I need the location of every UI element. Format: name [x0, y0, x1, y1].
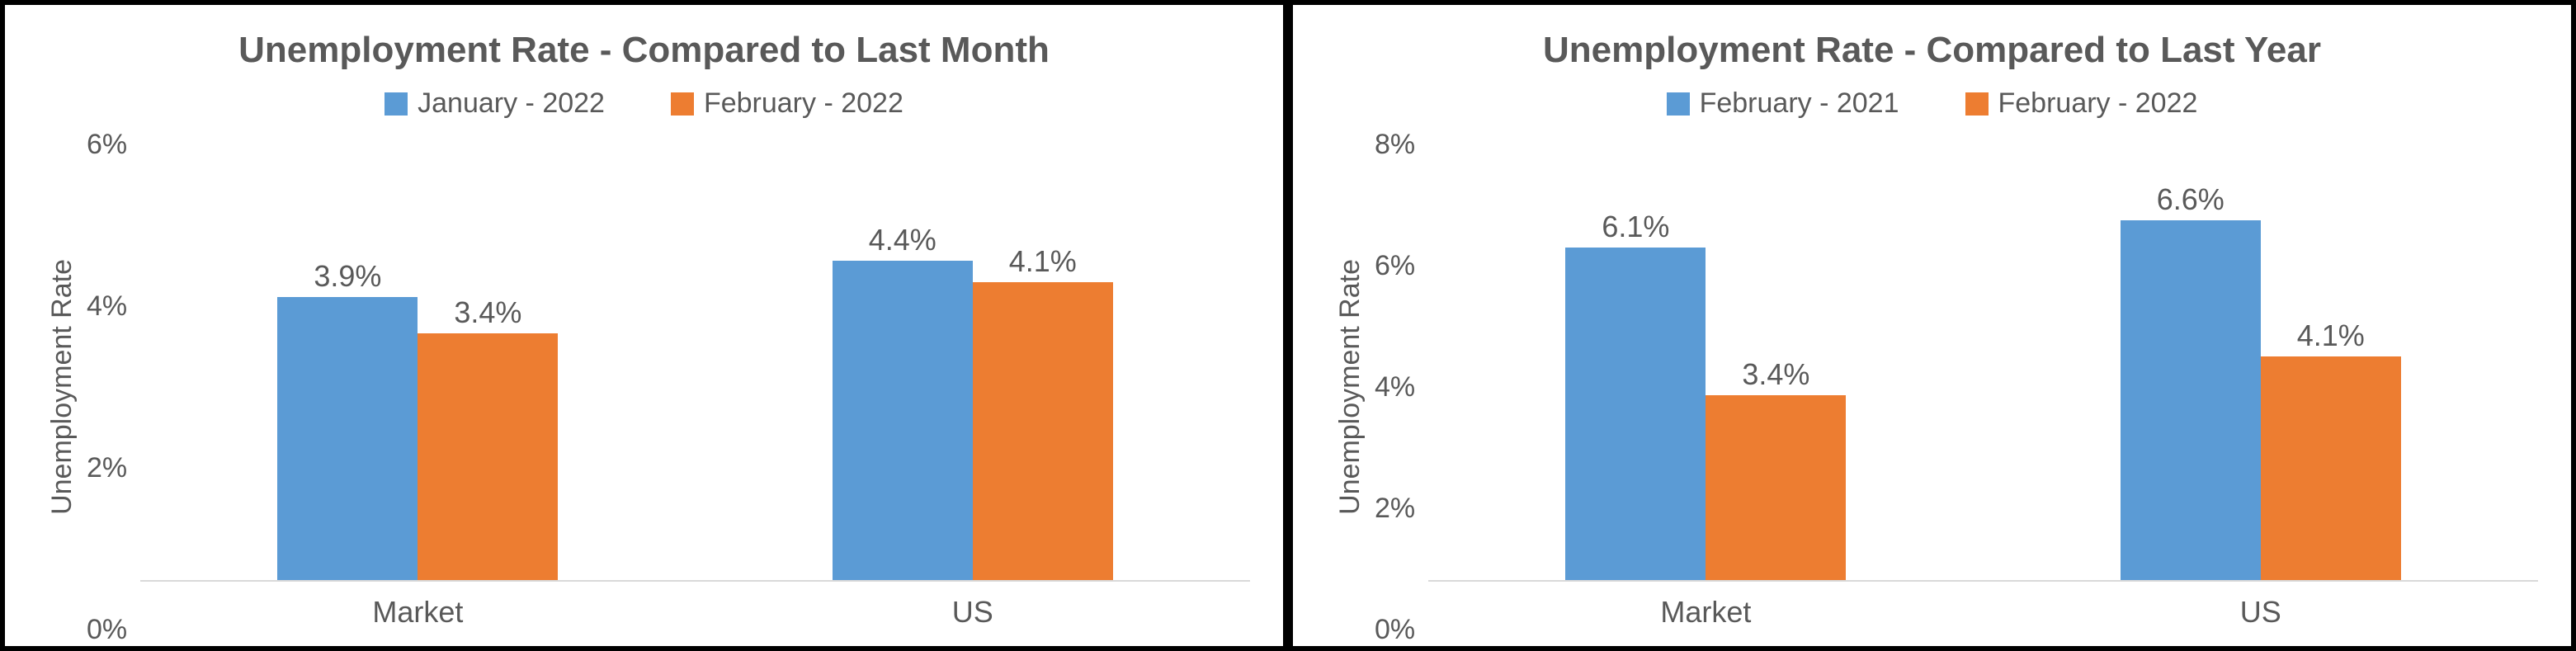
- legend-swatch: [385, 92, 408, 116]
- x-axis: Market US: [1428, 582, 2538, 630]
- bar: 3.4%: [418, 333, 558, 580]
- legend-label: February - 2021: [1700, 87, 1899, 120]
- bar: 6.6%: [2121, 220, 2261, 580]
- bar-value-label: 3.4%: [454, 295, 521, 330]
- legend-item: January - 2022: [385, 87, 605, 120]
- bar: 4.1%: [2261, 356, 2401, 580]
- y-axis: 6% 4% 2% 0%: [87, 144, 140, 630]
- plot-area: 6.1% 3.4% 6.6% 4.1%: [1428, 144, 2538, 582]
- y-axis-title: Unemployment Rate: [38, 259, 87, 515]
- legend-swatch: [1667, 92, 1690, 116]
- bar-value-label: 4.1%: [1009, 244, 1077, 279]
- bar-value-label: 3.9%: [314, 259, 381, 294]
- chart-legend: January - 2022 February - 2022: [38, 87, 1250, 120]
- category-group-us: 4.4% 4.1%: [696, 144, 1250, 580]
- category-group-market: 6.1% 3.4%: [1428, 144, 1983, 580]
- bar: 4.4%: [833, 261, 973, 580]
- legend-label: February - 2022: [1998, 87, 2198, 120]
- legend-label: January - 2022: [418, 87, 605, 120]
- x-category-label: US: [1984, 595, 2538, 630]
- bar: 3.9%: [277, 297, 418, 580]
- bar: 6.1%: [1565, 248, 1706, 580]
- legend-item: February - 2022: [671, 87, 903, 120]
- bar: 4.1%: [973, 282, 1113, 580]
- plot-wrap: 3.9% 3.4% 4.4% 4.1% Market US: [140, 144, 1250, 630]
- chart-title: Unemployment Rate - Compared to Last Mon…: [38, 30, 1250, 71]
- x-category-label: Market: [140, 595, 695, 630]
- bar-value-label: 4.4%: [869, 223, 937, 257]
- bar-value-label: 6.6%: [2157, 182, 2225, 217]
- chart-body: Unemployment Rate 8% 6% 4% 2% 0% 6.1% 3.…: [1326, 144, 2538, 630]
- chart-title: Unemployment Rate - Compared to Last Yea…: [1326, 30, 2538, 71]
- category-group-market: 3.9% 3.4%: [140, 144, 695, 580]
- bar-value-label: 4.1%: [2297, 318, 2365, 353]
- legend-item: February - 2022: [1965, 87, 2198, 120]
- bar-value-label: 3.4%: [1742, 357, 1809, 392]
- plot-area: 3.9% 3.4% 4.4% 4.1%: [140, 144, 1250, 582]
- legend-swatch: [1965, 92, 1989, 116]
- chart-panel-year: Unemployment Rate - Compared to Last Yea…: [1288, 0, 2576, 651]
- x-category-label: US: [696, 595, 1250, 630]
- legend-label: February - 2022: [704, 87, 903, 120]
- bar-value-label: 6.1%: [1602, 210, 1669, 244]
- legend-item: February - 2021: [1667, 87, 1899, 120]
- chart-legend: February - 2021 February - 2022: [1326, 87, 2538, 120]
- x-axis: Market US: [140, 582, 1250, 630]
- y-axis-title: Unemployment Rate: [1326, 259, 1375, 515]
- bar: 3.4%: [1706, 395, 1846, 580]
- category-group-us: 6.6% 4.1%: [1984, 144, 2538, 580]
- plot-wrap: 6.1% 3.4% 6.6% 4.1% Market US: [1428, 144, 2538, 630]
- y-axis: 8% 6% 4% 2% 0%: [1375, 144, 1428, 630]
- chart-panel-month: Unemployment Rate - Compared to Last Mon…: [0, 0, 1288, 651]
- x-category-label: Market: [1428, 595, 1983, 630]
- chart-body: Unemployment Rate 6% 4% 2% 0% 3.9% 3.4%: [38, 144, 1250, 630]
- legend-swatch: [671, 92, 694, 116]
